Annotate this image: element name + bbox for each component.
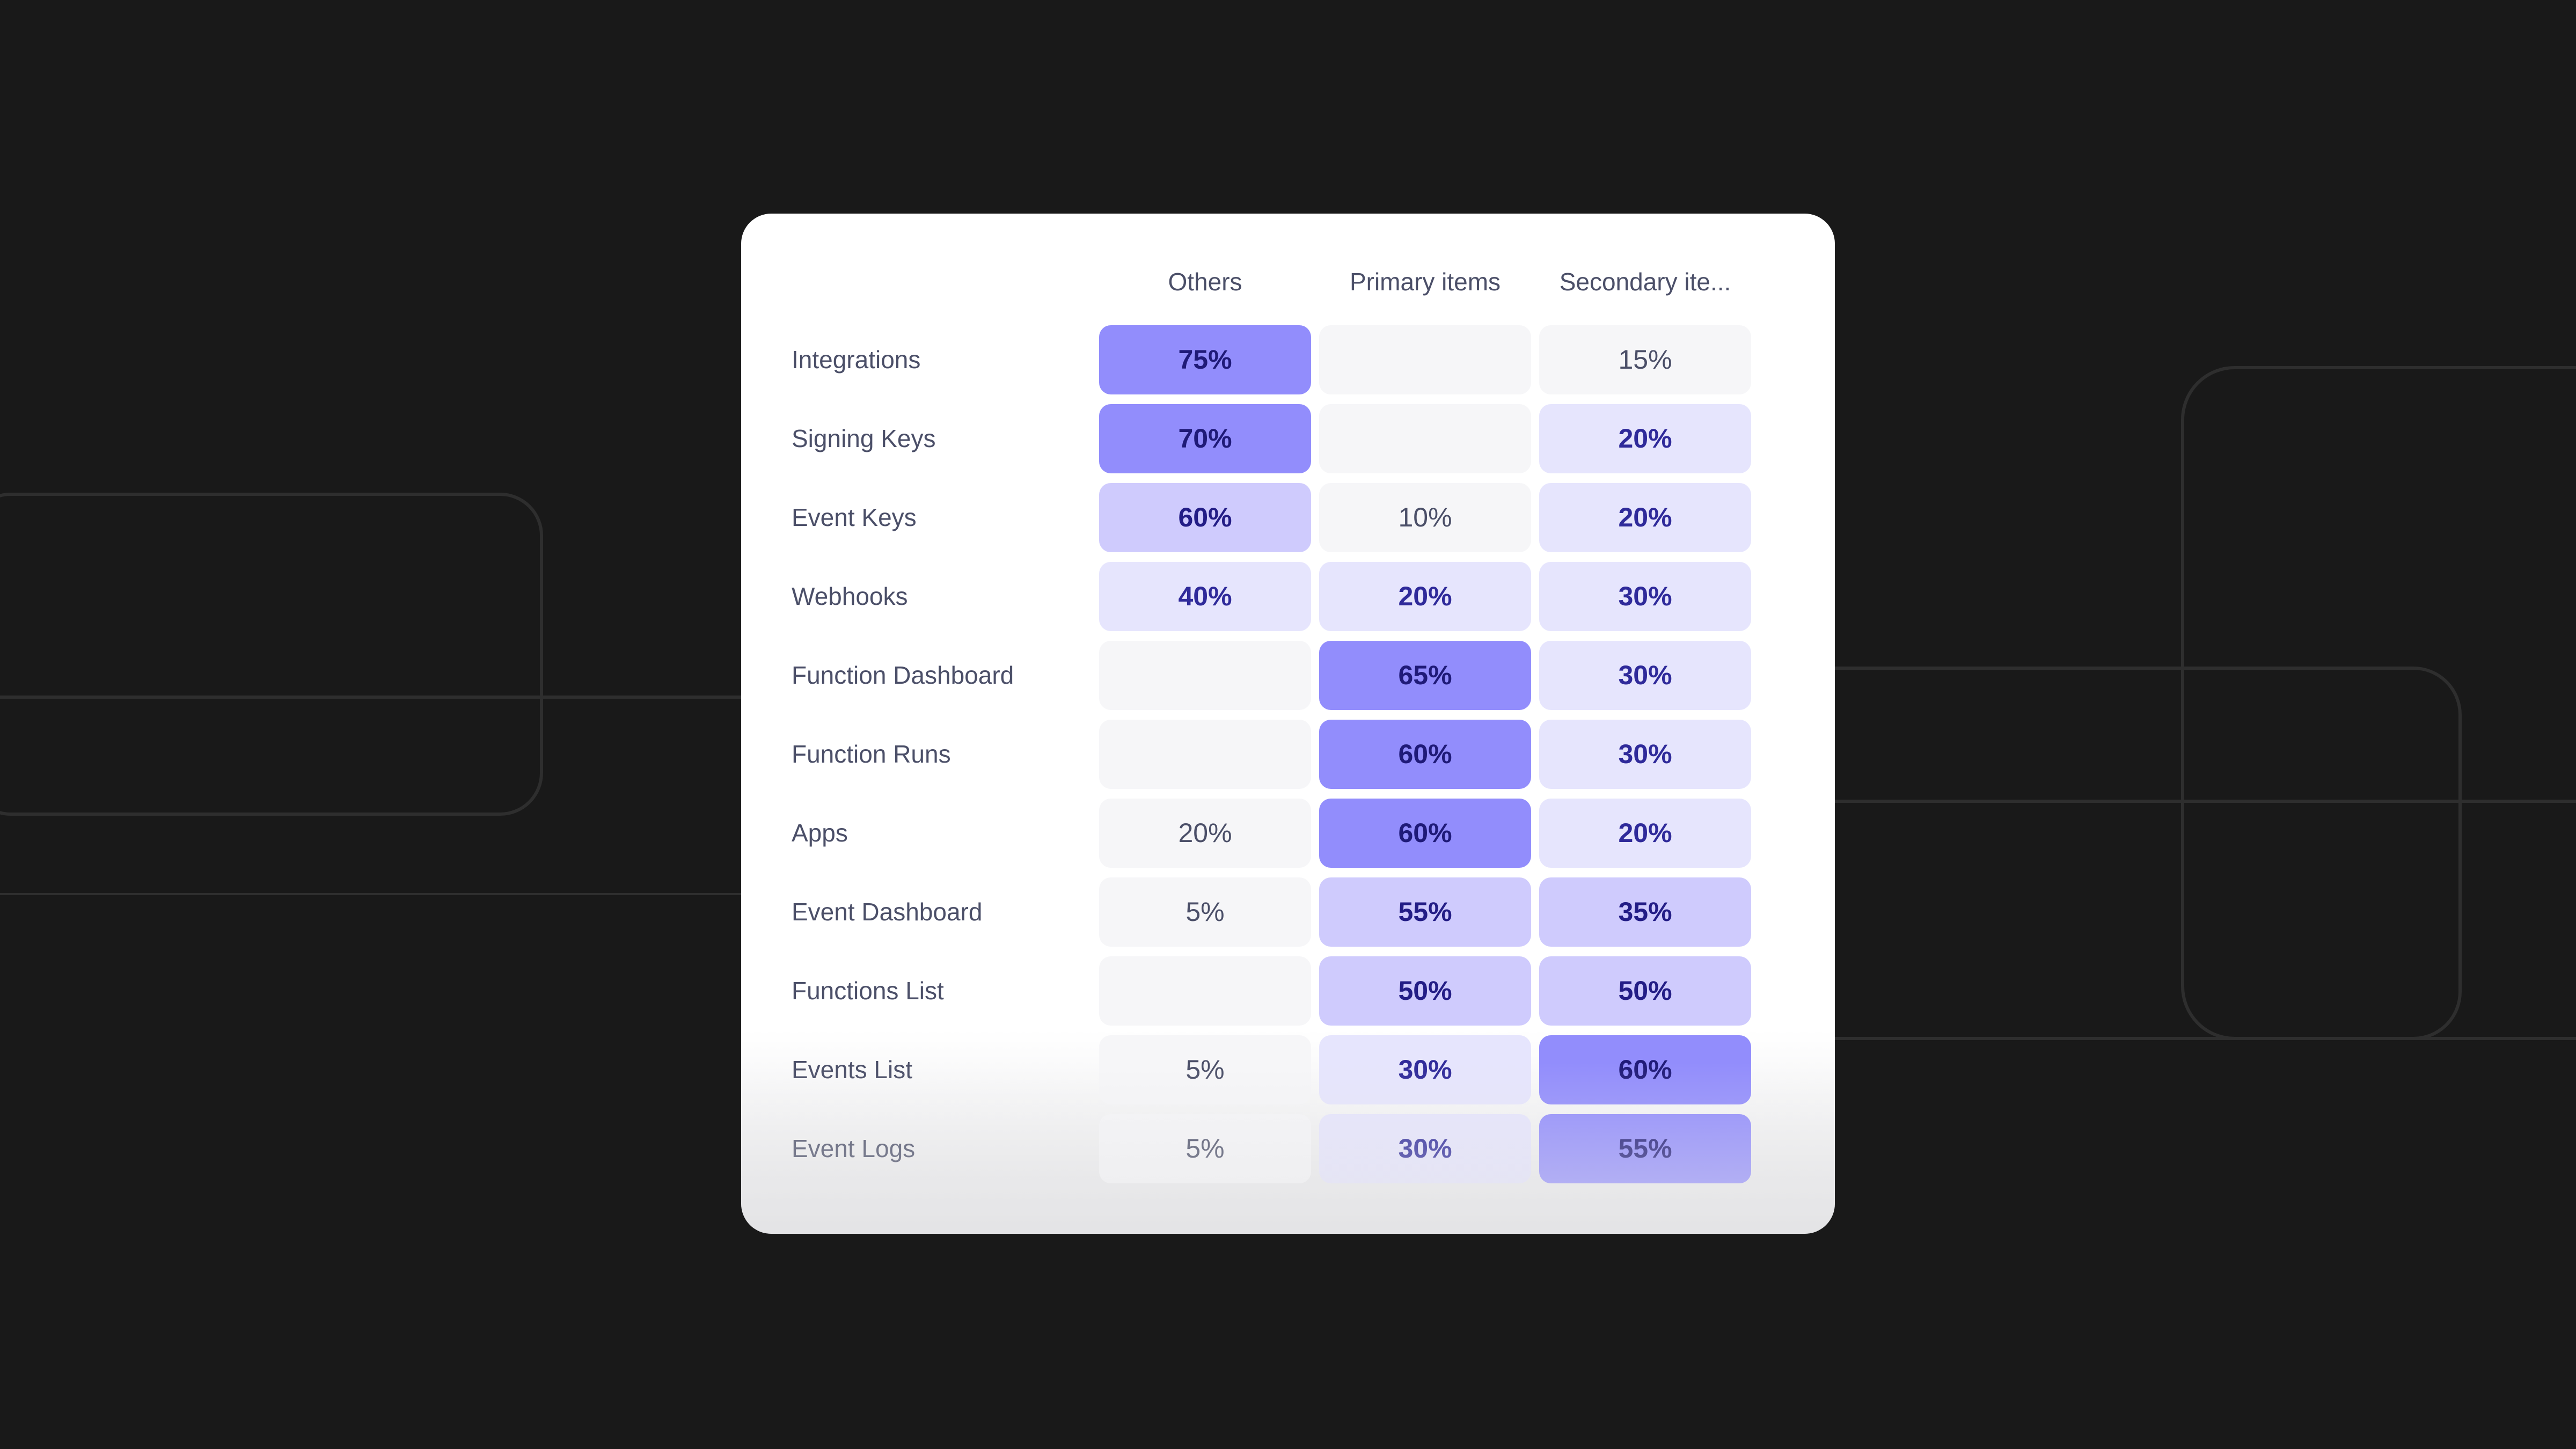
row-label: Functions List — [792, 977, 944, 1005]
heatmap-cell: 20% — [1319, 562, 1531, 631]
heatmap-cell: 50% — [1539, 956, 1751, 1026]
background-line — [0, 893, 746, 895]
row-label: Function Dashboard — [792, 661, 1014, 689]
heatmap-cell: 55% — [1319, 877, 1531, 947]
heatmap-cell: 60% — [1539, 1035, 1751, 1104]
background-line — [0, 696, 746, 699]
heatmap-cell: 35% — [1539, 877, 1751, 947]
row-label: Webhooks — [792, 582, 908, 610]
row-label: Event Keys — [792, 503, 917, 531]
heatmap-cell: 55% — [1539, 1114, 1751, 1183]
heatmap-cell: 30% — [1539, 562, 1751, 631]
background-outline — [0, 493, 543, 816]
column-header-others: Others — [1168, 268, 1242, 296]
heatmap-cell — [1099, 956, 1311, 1026]
row-label: Function Runs — [792, 740, 951, 768]
heatmap-cell: 10% — [1319, 483, 1531, 552]
heatmap-cell: 20% — [1539, 799, 1751, 868]
background-line — [1835, 800, 2576, 803]
heatmap-cell: 40% — [1099, 562, 1311, 631]
heatmap-cell: 20% — [1539, 404, 1751, 473]
heatmap-cell: 30% — [1319, 1035, 1531, 1104]
row-label: Events List — [792, 1056, 912, 1084]
column-header-secondary-items: Secondary ite... — [1559, 268, 1731, 296]
row-label: Signing Keys — [792, 425, 936, 452]
heatmap-cell: 30% — [1319, 1114, 1531, 1183]
heatmap-cell: 65% — [1319, 641, 1531, 710]
heatmap-cell: 30% — [1539, 720, 1751, 789]
heatmap-cell: 5% — [1099, 877, 1311, 947]
heatmap-card: Others Primary items Secondary ite... In… — [741, 214, 1835, 1234]
row-label: Integrations — [792, 346, 921, 374]
column-header-primary-items: Primary items — [1349, 268, 1501, 296]
row-label: Event Dashboard — [792, 898, 983, 926]
heatmap-cell: 5% — [1099, 1114, 1311, 1183]
heatmap-cell: 50% — [1319, 956, 1531, 1026]
heatmap-cell — [1319, 325, 1531, 394]
heatmap-cell: 15% — [1539, 325, 1751, 394]
heatmap-cell — [1099, 641, 1311, 710]
heatmap-cell: 70% — [1099, 404, 1311, 473]
row-label: Apps — [792, 819, 848, 847]
heatmap-cell — [1099, 720, 1311, 789]
heatmap-cell: 60% — [1099, 483, 1311, 552]
heatmap-cell: 20% — [1099, 799, 1311, 868]
background-outline — [1771, 667, 2462, 1040]
heatmap-cell: 60% — [1319, 720, 1531, 789]
heatmap-cell — [1319, 404, 1531, 473]
row-label: Event Logs — [792, 1135, 916, 1162]
heatmap-cell: 5% — [1099, 1035, 1311, 1104]
heatmap-cell: 30% — [1539, 641, 1751, 710]
heatmap-cell: 75% — [1099, 325, 1311, 394]
heatmap-cell: 60% — [1319, 799, 1531, 868]
heatmap-cell: 20% — [1539, 483, 1751, 552]
